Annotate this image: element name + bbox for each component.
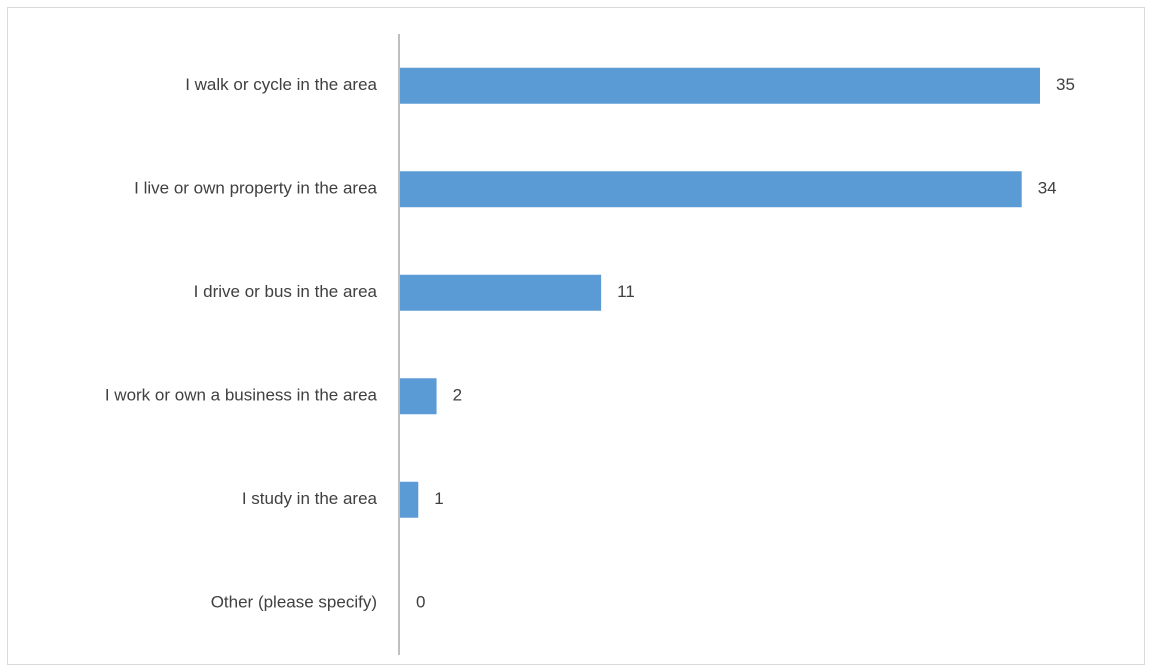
- value-label-4: 1: [434, 489, 443, 508]
- bar-1: [400, 171, 1022, 208]
- bar-4: [400, 481, 419, 518]
- value-label-1: 34: [1038, 179, 1057, 198]
- value-label-3: 2: [453, 386, 462, 405]
- value-label-5: 0: [416, 593, 425, 612]
- bar-0: [400, 67, 1040, 104]
- category-label-2: I drive or bus in the area: [194, 282, 378, 301]
- bar-3: [400, 378, 437, 415]
- bar-2: [400, 274, 602, 311]
- category-label-3: I work or own a business in the area: [105, 386, 378, 405]
- value-labels: 35 34 11 2 1 0: [416, 75, 1075, 612]
- category-label-1: I live or own property in the area: [134, 179, 377, 198]
- category-labels: I walk or cycle in the area I live or own…: [105, 75, 378, 612]
- value-label-2: 11: [617, 282, 635, 301]
- chart-frame: [7, 7, 1145, 665]
- category-label-0: I walk or cycle in the area: [185, 75, 377, 94]
- category-label-4: I study in the area: [242, 489, 378, 508]
- value-label-0: 35: [1056, 75, 1075, 94]
- bars-layer: [400, 67, 1040, 518]
- category-label-5: Other (please specify): [211, 593, 377, 612]
